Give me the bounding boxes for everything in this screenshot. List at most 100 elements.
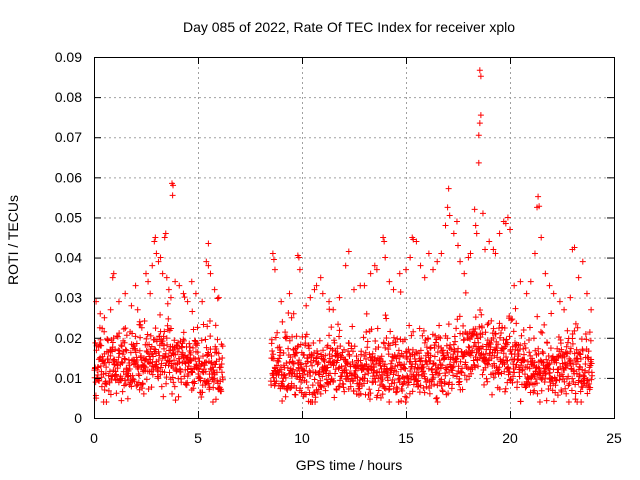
data-point-729 <box>286 359 293 366</box>
data-point-1860 <box>568 387 575 394</box>
data-point-553 <box>195 365 201 372</box>
data-point-351 <box>144 331 151 338</box>
data-point-256 <box>120 326 127 333</box>
data-point-429 <box>164 341 171 348</box>
data-point-75 <box>396 270 403 277</box>
data-point-98 <box>471 206 478 213</box>
data-point-1102 <box>379 391 386 398</box>
data-point-1428 <box>461 336 468 343</box>
data-point-1637 <box>513 320 520 327</box>
data-point-1771 <box>546 361 553 368</box>
data-point-807 <box>306 345 313 352</box>
data-point-1739 <box>538 387 545 394</box>
data-point-1848 <box>565 398 572 405</box>
data-point-981 <box>349 358 356 365</box>
data-point-1622 <box>509 379 516 386</box>
data-point-929 <box>336 327 343 334</box>
data-point-117 <box>511 282 518 289</box>
data-point-798 <box>303 331 310 338</box>
data-point-1864 <box>569 340 576 347</box>
data-point-79 <box>410 236 417 243</box>
data-point-1361 <box>444 335 451 342</box>
data-point-1569 <box>496 364 503 371</box>
data-point-119 <box>523 290 530 297</box>
data-point-1689 <box>526 349 533 356</box>
data-point-417 <box>161 345 168 352</box>
data-point-1042 <box>364 338 371 345</box>
data-point-676 <box>273 378 280 385</box>
data-point-1870 <box>571 327 578 334</box>
data-point-291 <box>129 372 136 379</box>
data-point-684 <box>275 358 282 365</box>
data-point-757 <box>293 333 300 340</box>
data-point-414 <box>160 393 167 400</box>
data-point-624 <box>212 322 219 329</box>
x-tick-label-2: 10 <box>294 430 310 446</box>
data-point-1101 <box>379 376 386 383</box>
data-point-658 <box>268 336 275 343</box>
data-point-1841 <box>564 363 571 370</box>
data-point-1113 <box>382 312 389 319</box>
data-point-723 <box>285 345 292 352</box>
data-point-1180 <box>399 387 406 394</box>
data-point-852 <box>317 377 324 384</box>
data-point-1396 <box>453 325 460 332</box>
data-point-1223 <box>409 346 416 353</box>
y-tick-label-2: 0.02 <box>55 330 82 346</box>
data-point-123 <box>535 193 542 200</box>
data-point-1400 <box>454 370 461 377</box>
data-point-1222 <box>409 388 416 395</box>
data-point-1353 <box>442 372 449 379</box>
data-point-802 <box>304 355 311 362</box>
data-point-718 <box>283 333 290 340</box>
data-point-81 <box>417 262 424 269</box>
data-point-1174 <box>397 289 404 296</box>
data-point-881 <box>324 364 331 371</box>
data-point-1710 <box>531 372 538 379</box>
data-point-655 <box>268 382 275 389</box>
data-point-544 <box>192 341 199 348</box>
data-point-56 <box>313 282 320 289</box>
data-point-1524 <box>485 361 492 368</box>
data-point-1116 <box>383 315 390 322</box>
data-point-596 <box>205 380 212 387</box>
data-point-1295 <box>427 344 434 351</box>
data-point-665 <box>270 374 277 381</box>
data-point-121 <box>531 250 538 257</box>
data-point-1926 <box>585 355 592 362</box>
data-point-605 <box>207 360 214 367</box>
data-point-1567 <box>495 369 502 376</box>
data-point-58 <box>319 290 326 297</box>
data-point-1014 <box>357 390 364 397</box>
data-point-909 <box>331 339 338 346</box>
data-point-1513 <box>482 364 489 371</box>
data-point-783 <box>300 372 307 379</box>
data-point-303 <box>132 333 139 340</box>
data-point-1255 <box>417 347 424 354</box>
data-point-4 <box>109 274 116 281</box>
data-point-425 <box>163 380 170 387</box>
data-point-1818 <box>558 346 565 353</box>
y-tick-label-9: 0.09 <box>55 49 82 65</box>
data-point-1634 <box>512 305 519 312</box>
data-point-1617 <box>508 317 515 324</box>
data-point-739 <box>289 333 296 340</box>
data-point-179 <box>101 387 108 394</box>
x-axis-label: GPS time / hours <box>296 457 403 473</box>
data-point-18 <box>153 250 160 257</box>
data-point-1351 <box>441 380 448 387</box>
data-point-666 <box>270 355 277 362</box>
data-point-1918 <box>583 336 590 343</box>
data-point-1502 <box>479 371 486 378</box>
data-points <box>91 67 596 405</box>
data-point-1385 <box>450 351 457 358</box>
data-point-124 <box>536 203 543 210</box>
data-point-1592 <box>502 388 509 395</box>
data-point-0 <box>93 298 100 305</box>
data-point-1727 <box>535 364 542 371</box>
data-point-484 <box>177 369 184 376</box>
y-tick-label-5: 0.05 <box>55 209 82 225</box>
data-point-653 <box>219 376 226 383</box>
data-point-1284 <box>425 336 432 343</box>
data-point-1540 <box>489 391 496 398</box>
